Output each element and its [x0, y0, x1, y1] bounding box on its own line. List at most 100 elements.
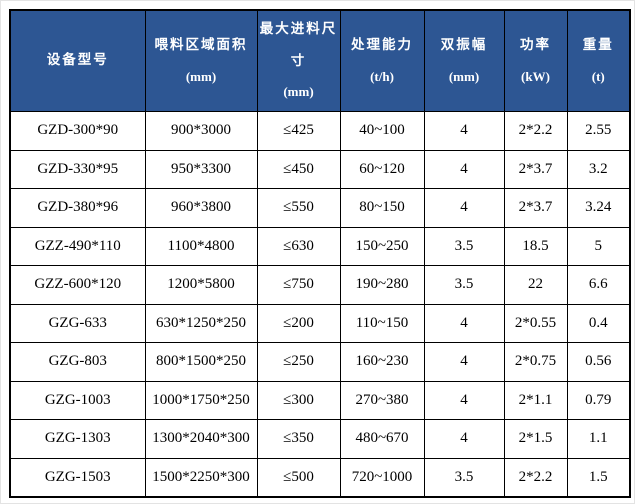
- header-label: 双振幅: [440, 36, 488, 53]
- table-body: GZD-300*90 900*3000 ≤425 40~100 4 2*2.2 2.55 GZ…: [9, 111, 631, 498]
- value-cell: 110~150: [339, 303, 425, 343]
- header-unit: (t/h): [370, 68, 394, 84]
- table-row: GZG-633 630*1250*250 ≤200 110~150 4 2*0.55 0.4: [9, 303, 631, 343]
- value-cell: 3.5: [423, 457, 505, 498]
- table-row: GZD-330*95 950*3300 ≤450 60~120 4 2*3.7 3.2: [9, 149, 631, 189]
- header-unit: (t): [591, 68, 605, 84]
- value-cell: 950*3300: [144, 149, 258, 189]
- value-cell: 3.5: [423, 265, 505, 305]
- value-cell: 0.79: [566, 380, 631, 420]
- value-cell: 2*0.75: [503, 342, 568, 382]
- model-cell: GZD-330*95: [9, 149, 146, 189]
- value-cell: 2*1.5: [503, 419, 568, 459]
- model-cell: GZG-803: [9, 342, 146, 382]
- value-cell: 4: [423, 111, 505, 151]
- value-cell: 2.55: [566, 111, 631, 151]
- value-cell: 80~150: [339, 188, 425, 228]
- value-cell: 3.2: [566, 149, 631, 189]
- value-cell: ≤350: [256, 419, 341, 459]
- value-cell: 630*1250*250: [144, 303, 258, 343]
- value-cell: ≤450: [256, 149, 341, 189]
- table-row: GZG-1303 1300*2040*300 ≤350 480~670 4 2*1.5 1.…: [9, 419, 631, 459]
- header-label: 功率: [520, 36, 551, 53]
- value-cell: 18.5: [503, 226, 568, 266]
- model-cell: GZD-300*90: [9, 111, 146, 151]
- value-cell: ≤750: [256, 265, 341, 305]
- value-cell: ≤300: [256, 380, 341, 420]
- value-cell: 900*3000: [144, 111, 258, 151]
- model-cell: GZG-633: [9, 303, 146, 343]
- value-cell: 1300*2040*300: [144, 419, 258, 459]
- header-label: 重量: [582, 36, 614, 53]
- value-cell: 4: [423, 342, 505, 382]
- header-cell: 最大进料尺寸 (mm): [256, 9, 341, 112]
- value-cell: 3.24: [566, 188, 631, 228]
- value-cell: ≤630: [256, 226, 341, 266]
- header-cell: 设备型号: [9, 9, 146, 112]
- value-cell: 480~670: [339, 419, 425, 459]
- value-cell: 270~380: [339, 380, 425, 420]
- header-unit: (mm): [283, 84, 314, 100]
- value-cell: 0.56: [566, 342, 631, 382]
- value-cell: 4: [423, 303, 505, 343]
- value-cell: 1000*1750*250: [144, 380, 258, 420]
- table-row: GZG-1003 1000*1750*250 ≤300 270~380 4 2*1.1 0.…: [9, 380, 631, 420]
- value-cell: 1100*4800: [144, 226, 258, 266]
- value-cell: ≤250: [256, 342, 341, 382]
- header-label: 喂料区域面积: [154, 36, 248, 53]
- value-cell: 2*2.2: [503, 111, 568, 151]
- header-label: 最大进料尺寸: [259, 21, 338, 69]
- value-cell: 2*3.7: [503, 149, 568, 189]
- model-cell: GZG-1003: [9, 380, 146, 420]
- table-header: 设备型号 喂料区域面积 (mm) 最大进料尺寸 (mm) 处理能力 (t/h) 双振幅 (mm)…: [9, 9, 631, 112]
- value-cell: 6.6: [566, 265, 631, 305]
- value-cell: 2*3.7: [503, 188, 568, 228]
- value-cell: 2*0.55: [503, 303, 568, 343]
- model-cell: GZZ-490*110: [9, 226, 146, 266]
- value-cell: 160~230: [339, 342, 425, 382]
- value-cell: 190~280: [339, 265, 425, 305]
- value-cell: 3.5: [423, 226, 505, 266]
- header-label: 设备型号: [46, 52, 109, 69]
- header-cell: 重量 (t): [566, 9, 631, 112]
- value-cell: 720~1000: [339, 457, 425, 498]
- header-unit: (mm): [185, 68, 217, 84]
- value-cell: 1200*5800: [144, 265, 258, 305]
- header-row: 设备型号 喂料区域面积 (mm) 最大进料尺寸 (mm) 处理能力 (t/h) 双振幅 (mm)…: [9, 9, 631, 112]
- value-cell: ≤200: [256, 303, 341, 343]
- header-cell: 双振幅 (mm): [423, 9, 505, 112]
- value-cell: 800*1500*250: [144, 342, 258, 382]
- model-cell: GZG-1503: [9, 457, 146, 498]
- value-cell: 40~100: [339, 111, 425, 151]
- table-row: GZG-1503 1500*2250*300 ≤500 720~1000 3.5 2*2.…: [9, 457, 631, 498]
- value-cell: 60~120: [339, 149, 425, 189]
- value-cell: 5: [566, 226, 631, 266]
- model-cell: GZZ-600*120: [9, 265, 146, 305]
- value-cell: 4: [423, 380, 505, 420]
- table-row: GZD-380*96 960*3800 ≤550 80~150 4 2*3.7 3.24: [9, 188, 631, 228]
- header-cell: 喂料区域面积 (mm): [144, 9, 258, 112]
- value-cell: 4: [423, 188, 505, 228]
- value-cell: 22: [503, 265, 568, 305]
- table-row: GZZ-600*120 1200*5800 ≤750 190~280 3.5 22 6.6: [9, 265, 631, 305]
- model-cell: GZD-380*96: [9, 188, 146, 228]
- value-cell: 150~250: [339, 226, 425, 266]
- value-cell: ≤425: [256, 111, 341, 151]
- value-cell: 4: [423, 149, 505, 189]
- value-cell: 2*2.2: [503, 457, 568, 498]
- value-cell: 1500*2250*300: [144, 457, 258, 498]
- value-cell: 960*3800: [144, 188, 258, 228]
- header-cell: 功率 (kW): [503, 9, 568, 112]
- value-cell: ≤500: [256, 457, 341, 498]
- value-cell: 2*1.1: [503, 380, 568, 420]
- header-cell: 处理能力 (t/h): [339, 9, 425, 112]
- value-cell: 1.5: [566, 457, 631, 498]
- header-label: 处理能力: [351, 36, 413, 53]
- table-row: GZG-803 800*1500*250 ≤250 160~230 4 2*0.75 0.5…: [9, 342, 631, 382]
- spec-table: 设备型号 喂料区域面积 (mm) 最大进料尺寸 (mm) 处理能力 (t/h) 双振幅 (mm)…: [9, 9, 631, 498]
- value-cell: ≤550: [256, 188, 341, 228]
- model-cell: GZG-1303: [9, 419, 146, 459]
- table-row: GZD-300*90 900*3000 ≤425 40~100 4 2*2.2 2.55: [9, 111, 631, 151]
- value-cell: 1.1: [566, 419, 631, 459]
